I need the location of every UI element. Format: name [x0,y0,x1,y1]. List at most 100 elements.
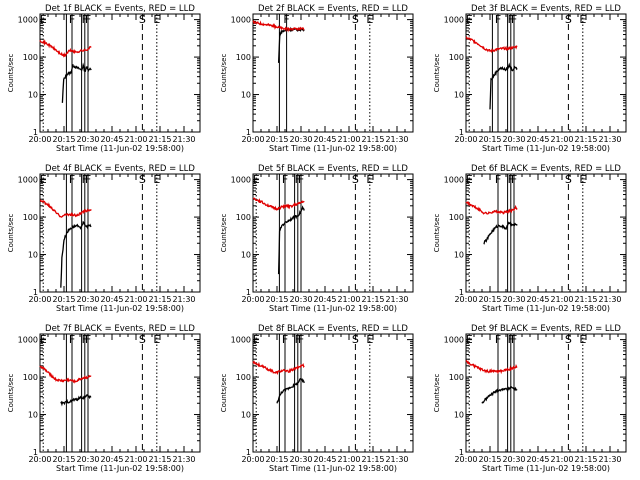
lld-series-line [39,365,92,384]
plot-frame [252,13,414,133]
x-tick-label: 21:30 [172,135,195,144]
event-marker-label: F [82,333,88,346]
y-axis-label: Counts/sec [433,214,441,253]
event-marker-label: F [298,173,304,186]
y-tick-label: 1 [246,128,251,137]
y-tick-label: 10 [241,411,251,420]
x-tick-label: 21:30 [598,455,621,464]
y-tick-label: 10 [28,91,38,100]
event-marker-label: F [508,333,514,346]
events-series-line [481,385,518,404]
panel-title: Det 8f BLACK = Events, RED = LLD [258,324,408,334]
plot-frame [465,173,627,293]
x-tick-label: 20:30 [76,135,99,144]
plot-frame [252,173,414,293]
event-marker-label: E [466,173,473,186]
y-axis-label: Counts/sec [7,54,15,93]
event-marker-label: E [366,173,373,186]
y-tick-label: 10 [28,411,38,420]
detector-panel: Det 5f BLACK = Events, RED = LLD Counts/s… [220,164,414,313]
event-marker-label: F [511,333,517,346]
x-tick-label: 21:30 [172,295,195,304]
event-marker-label: F [69,13,75,26]
detector-panel: Det 8f BLACK = Events, RED = LLD Counts/s… [220,324,414,473]
x-tick-label: 20:30 [502,295,525,304]
x-tick-label: 20:45 [313,135,336,144]
x-tick-label: 21:30 [172,455,195,464]
event-marker-label: E [466,333,473,346]
event-marker-label: E [366,13,373,26]
x-tick-label: 20:45 [100,295,123,304]
event-marker-label: E [366,333,373,346]
event-marker-label: E [579,13,586,26]
event-marker-label: E [579,333,586,346]
event-marker-label: F [282,333,288,346]
event-marker-label: F [495,333,501,346]
y-tick-label: 100 [23,213,38,222]
lld-series-line [465,200,518,215]
x-tick-label: 20:30 [76,455,99,464]
x-tick-label: 21:00 [550,135,573,144]
event-marker-label: F [82,13,88,26]
y-tick-label: 1000 [444,16,464,25]
y-tick-label: 1000 [444,336,464,345]
y-tick-label: 1000 [231,16,251,25]
event-marker-label: F [495,173,501,186]
x-tick-label: 20:00 [28,455,51,464]
y-tick-label: 1000 [231,336,251,345]
event-marker-label: F [85,13,91,26]
x-tick-label: 20:15 [478,295,501,304]
x-tick-label: 20:45 [313,455,336,464]
y-axis-label: Counts/sec [7,374,15,413]
x-tick-label: 21:30 [598,135,621,144]
event-marker-label: E [40,173,47,186]
x-tick-label: 21:00 [337,295,360,304]
panel-title: Det 5f BLACK = Events, RED = LLD [258,164,408,174]
event-marker-label: E [40,333,47,346]
event-marker-label: F [298,333,304,346]
event-marker-label: F [508,13,514,26]
y-tick-label: 100 [23,373,38,382]
lld-series-line [465,36,518,54]
x-axis-label: Start Time (11-Jun-02 19:58:00) [56,464,184,473]
x-tick-label: 20:45 [526,455,549,464]
x-tick-label: 20:15 [265,455,288,464]
x-tick-label: 20:45 [100,135,123,144]
y-tick-label: 100 [236,213,251,222]
y-tick-label: 100 [449,373,464,382]
event-marker-label: S [139,13,146,26]
event-marker-label: F [85,173,91,186]
y-tick-label: 1000 [444,176,464,185]
panel-title: Det 4f BLACK = Events, RED = LLD [45,164,195,174]
x-tick-label: 21:00 [124,135,147,144]
event-marker-label: E [466,13,473,26]
y-axis-label: Counts/sec [433,54,441,93]
event-marker-label: F [511,173,517,186]
x-axis-label: Start Time (11-Jun-02 19:58:00) [269,144,397,153]
event-marker-label: F [508,173,514,186]
event-marker-label: S [352,13,359,26]
event-marker-label: S [565,173,572,186]
lld-series-line [252,360,305,376]
x-tick-label: 21:15 [148,455,171,464]
y-tick-label: 1000 [231,176,251,185]
x-tick-label: 20:15 [52,135,75,144]
y-tick-label: 10 [454,91,464,100]
x-tick-label: 20:30 [289,295,312,304]
x-tick-label: 20:00 [28,135,51,144]
x-tick-label: 21:15 [148,295,171,304]
x-tick-label: 21:30 [385,295,408,304]
y-tick-label: 1 [33,128,38,137]
x-tick-label: 20:15 [478,135,501,144]
x-tick-label: 20:30 [289,455,312,464]
x-tick-label: 21:30 [385,135,408,144]
x-tick-label: 21:00 [124,295,147,304]
y-tick-label: 100 [236,53,251,62]
x-tick-label: 21:00 [124,455,147,464]
y-tick-label: 100 [449,53,464,62]
x-tick-label: 21:15 [361,295,384,304]
x-axis-label: Start Time (11-Jun-02 19:58:00) [56,304,184,313]
y-tick-label: 1 [246,288,251,297]
x-tick-label: 20:30 [502,455,525,464]
